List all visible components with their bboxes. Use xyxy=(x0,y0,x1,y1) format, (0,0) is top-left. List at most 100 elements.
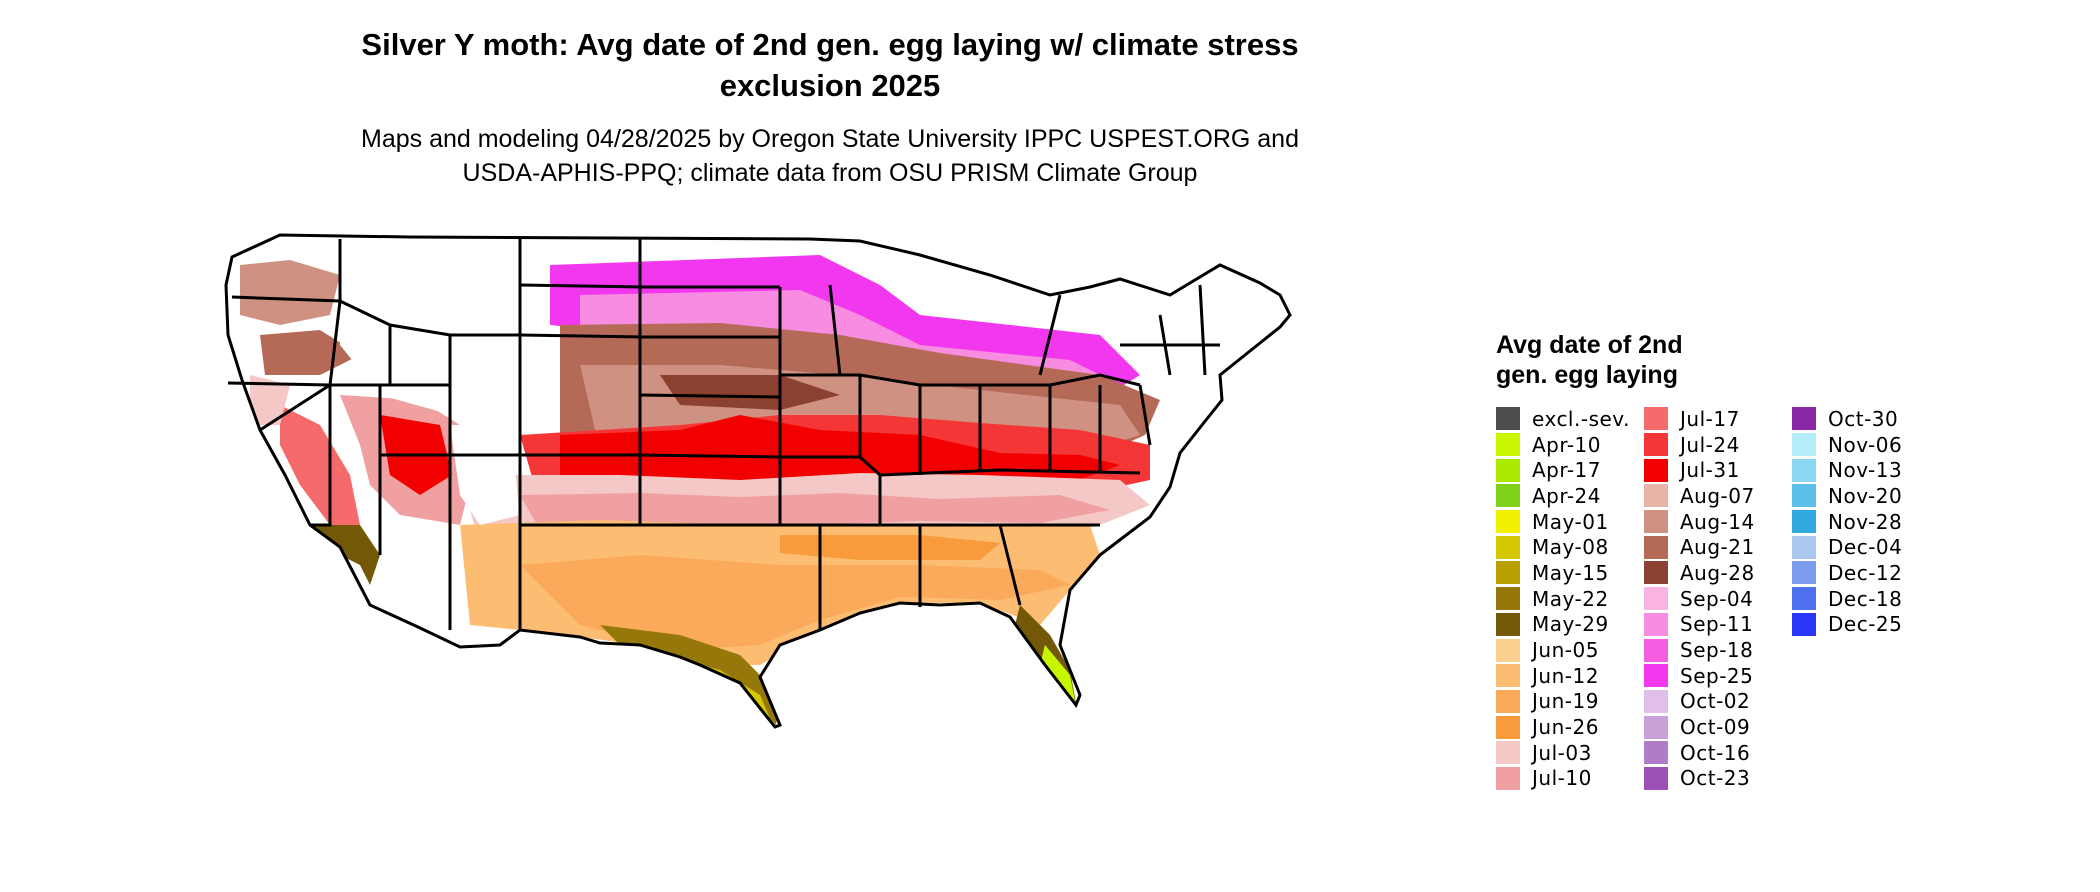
legend-label: Oct-16 xyxy=(1680,740,1751,765)
legend-label: Oct-23 xyxy=(1680,766,1751,791)
legend-title-line-2: gen. egg laying xyxy=(1496,361,1678,389)
legend-label: Sep-25 xyxy=(1680,663,1754,688)
legend-label: Aug-07 xyxy=(1680,483,1755,508)
legend-label: Jun-26 xyxy=(1532,715,1599,740)
legend-swatch xyxy=(1644,433,1668,457)
legend-item: Oct-30 xyxy=(1792,406,1940,432)
legend-label: Jul-31 xyxy=(1680,458,1740,483)
legend-swatch xyxy=(1496,484,1520,508)
legend-swatch xyxy=(1496,433,1520,457)
legend-label: Nov-13 xyxy=(1828,458,1903,483)
legend-swatch xyxy=(1496,587,1520,611)
legend-swatch xyxy=(1496,407,1520,431)
legend-label: Jun-12 xyxy=(1532,663,1599,688)
legend-label: excl.-sev. xyxy=(1532,406,1630,431)
legend-swatch xyxy=(1792,587,1816,611)
legend-swatch xyxy=(1644,612,1668,636)
legend-swatch xyxy=(1792,433,1816,457)
legend-swatch xyxy=(1644,535,1668,559)
legend-columns: excl.-sev. Apr-10 Apr-17 Apr-24 May-01 May-08… xyxy=(1496,406,1940,791)
legend-item: Jul-24 xyxy=(1644,432,1792,458)
legend-label: Nov-28 xyxy=(1828,509,1903,534)
legend-item: Dec-12 xyxy=(1792,560,1940,586)
legend-item: Aug-14 xyxy=(1644,509,1792,535)
legend-label: Nov-06 xyxy=(1828,432,1903,457)
legend-label: Apr-17 xyxy=(1532,458,1601,483)
legend-swatch xyxy=(1644,587,1668,611)
legend-item: Aug-28 xyxy=(1644,560,1792,586)
legend-item: Nov-13 xyxy=(1792,457,1940,483)
legend-swatch xyxy=(1792,612,1816,636)
legend-swatch xyxy=(1792,458,1816,482)
legend-swatch xyxy=(1792,535,1816,559)
legend-label: Jun-19 xyxy=(1532,689,1599,714)
legend-swatch xyxy=(1496,561,1520,585)
legend-label: Dec-12 xyxy=(1828,560,1903,585)
legend-label: Sep-04 xyxy=(1680,586,1754,611)
legend-label: Nov-20 xyxy=(1828,483,1903,508)
legend-label: Jun-05 xyxy=(1532,638,1599,663)
legend-label: Dec-25 xyxy=(1828,612,1903,637)
legend-item: Jun-26 xyxy=(1496,714,1644,740)
legend-swatch xyxy=(1792,484,1816,508)
legend-column: Oct-30 Nov-06 Nov-13 Nov-20 Nov-28 Dec-04 Dec-… xyxy=(1792,406,1940,791)
legend-swatch xyxy=(1792,510,1816,534)
legend-label: Dec-04 xyxy=(1828,535,1903,560)
legend-column: Jul-17 Jul-24 Jul-31 Aug-07 Aug-14 Aug-21 Aug-… xyxy=(1644,406,1792,791)
legend-swatch xyxy=(1496,741,1520,765)
legend-label: Aug-21 xyxy=(1680,535,1755,560)
legend-label: May-22 xyxy=(1532,586,1609,611)
legend-swatch xyxy=(1644,561,1668,585)
legend-swatch xyxy=(1644,407,1668,431)
legend-title-line-1: Avg date of 2nd xyxy=(1496,331,1683,359)
legend-item: Jun-05 xyxy=(1496,637,1644,663)
legend-title: Avg date of 2nd gen. egg laying xyxy=(1496,330,1756,390)
legend-label: Aug-14 xyxy=(1680,509,1755,534)
legend-item: Aug-21 xyxy=(1644,534,1792,560)
legend-item: Jun-12 xyxy=(1496,663,1644,689)
subtitle-line-2: USDA-APHIS-PPQ; climate data from OSU PR… xyxy=(462,159,1198,187)
title-line-1: Silver Y moth: Avg date of 2nd gen. egg … xyxy=(361,27,1299,62)
legend-item: Nov-06 xyxy=(1792,432,1940,458)
legend-swatch xyxy=(1496,766,1520,790)
title-line-2: exclusion 2025 xyxy=(719,68,941,103)
legend-label: May-01 xyxy=(1532,509,1609,534)
legend-item: Dec-18 xyxy=(1792,586,1940,612)
legend-swatch xyxy=(1644,689,1668,713)
legend-item: May-22 xyxy=(1496,586,1644,612)
legend-swatch xyxy=(1496,612,1520,636)
legend-swatch xyxy=(1644,458,1668,482)
legend-swatch xyxy=(1496,689,1520,713)
legend-swatch xyxy=(1792,407,1816,431)
legend-item: Oct-16 xyxy=(1644,740,1792,766)
legend-swatch xyxy=(1644,741,1668,765)
legend-item: Jul-31 xyxy=(1644,457,1792,483)
legend-label: Apr-24 xyxy=(1532,483,1601,508)
legend-label: Oct-09 xyxy=(1680,715,1751,740)
map-color-fill xyxy=(226,235,1290,727)
legend-item: Sep-04 xyxy=(1644,586,1792,612)
legend-item: Oct-09 xyxy=(1644,714,1792,740)
state-boundaries xyxy=(224,233,1292,729)
legend-label: Jul-17 xyxy=(1680,406,1740,431)
legend-swatch xyxy=(1496,664,1520,688)
legend-item: Sep-25 xyxy=(1644,663,1792,689)
legend-swatch xyxy=(1496,458,1520,482)
legend-label: Jul-24 xyxy=(1680,432,1740,457)
map-title: Silver Y moth: Avg date of 2nd gen. egg … xyxy=(260,24,1400,106)
legend-item: Dec-25 xyxy=(1792,612,1940,638)
legend-item: Jul-17 xyxy=(1644,406,1792,432)
legend-label: Jul-03 xyxy=(1532,740,1592,765)
legend-item: Apr-17 xyxy=(1496,457,1644,483)
legend-label: Jul-10 xyxy=(1532,766,1592,791)
legend-label: May-08 xyxy=(1532,535,1609,560)
legend-item: Jul-03 xyxy=(1496,740,1644,766)
us-map xyxy=(224,233,1292,729)
legend-swatch xyxy=(1644,766,1668,790)
legend-swatch xyxy=(1644,510,1668,534)
legend-item: Apr-24 xyxy=(1496,483,1644,509)
legend-label: Sep-11 xyxy=(1680,612,1754,637)
legend: Avg date of 2nd gen. egg laying excl.-se… xyxy=(1496,330,1940,791)
legend-label: Oct-02 xyxy=(1680,689,1751,714)
map-subtitle: Maps and modeling 04/28/2025 by Oregon S… xyxy=(260,122,1400,190)
